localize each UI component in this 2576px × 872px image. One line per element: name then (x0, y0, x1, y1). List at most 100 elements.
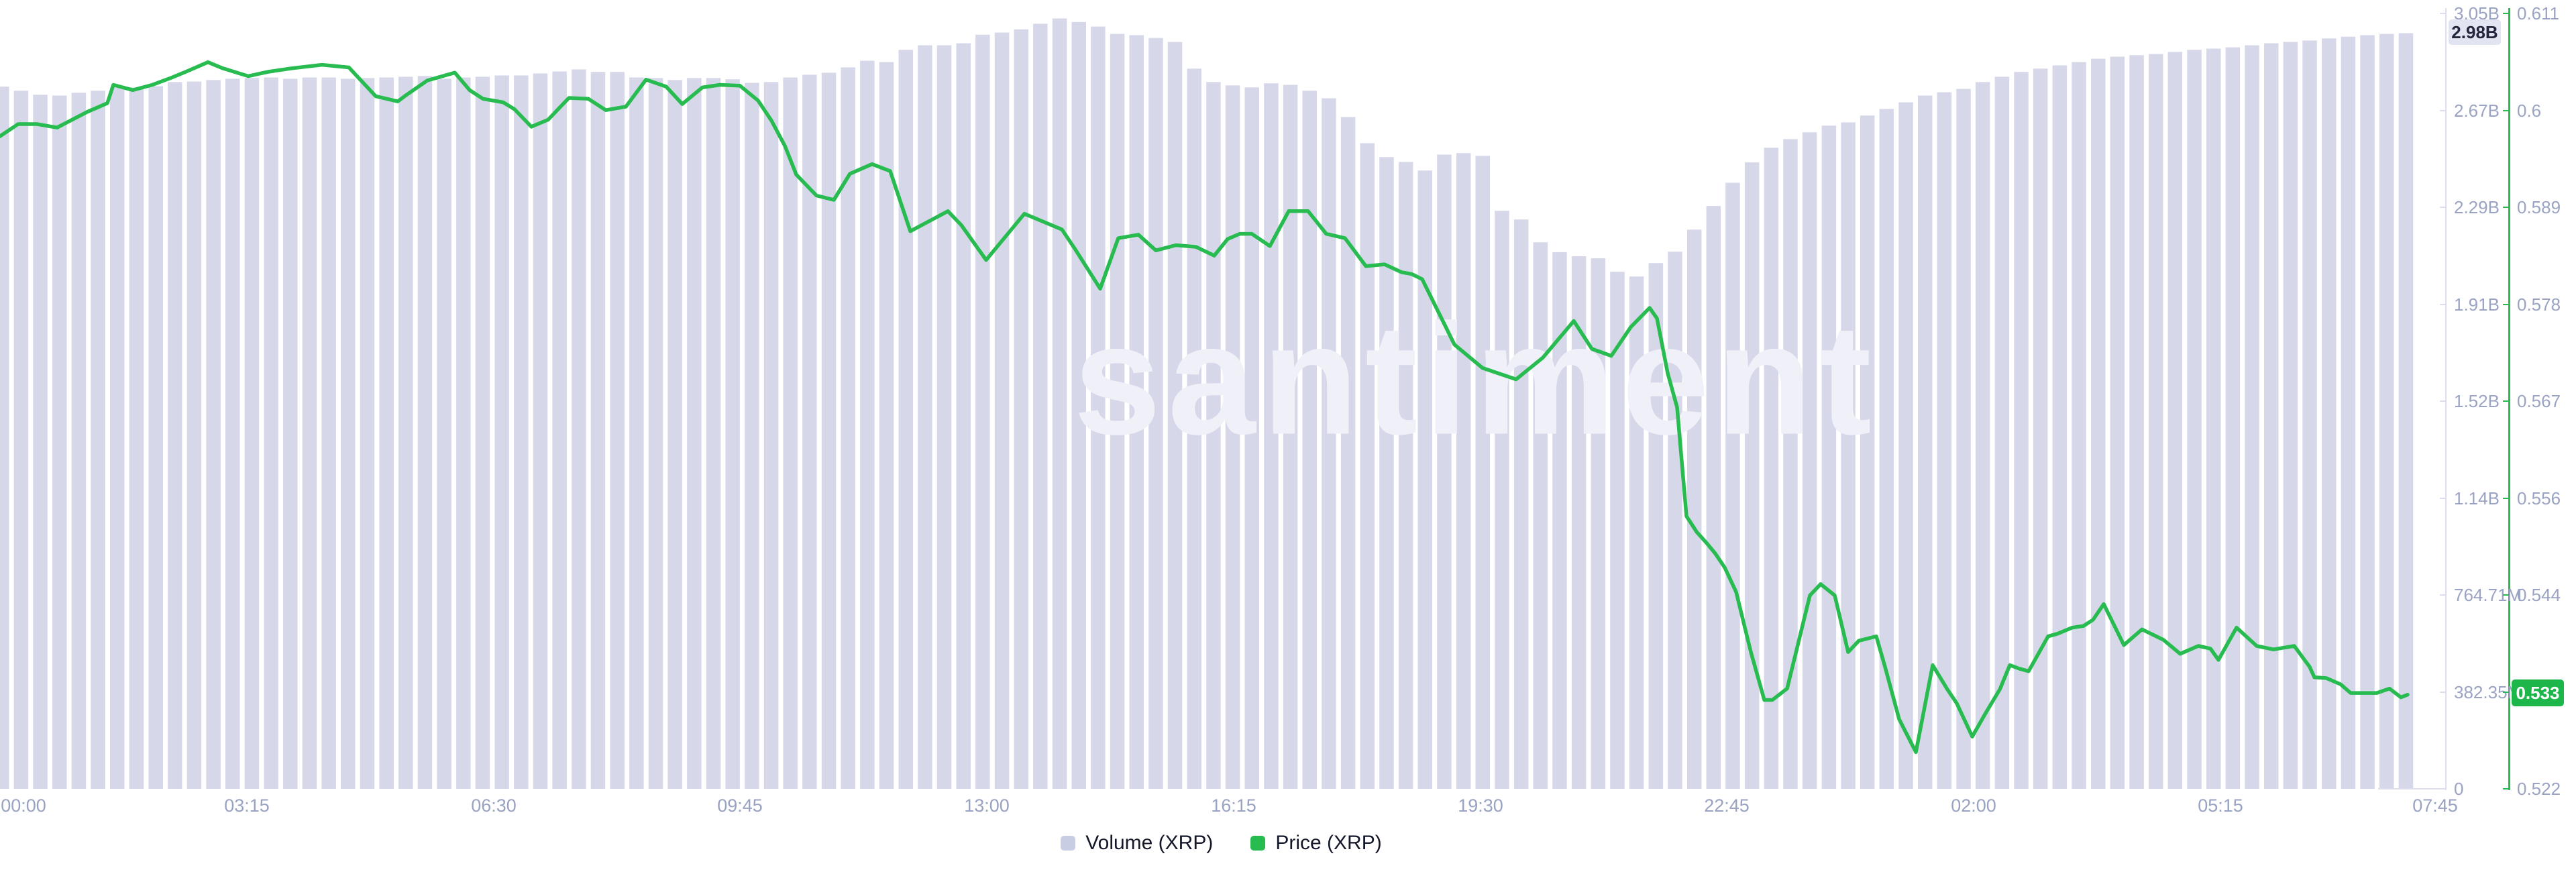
volume-bar[interactable] (821, 72, 837, 789)
volume-bar[interactable] (1129, 35, 1144, 789)
legend-item-price-xrp-[interactable]: Price (XRP) (1250, 832, 1382, 855)
volume-bar[interactable] (898, 50, 914, 789)
volume-bar[interactable] (879, 62, 894, 789)
volume-bar[interactable] (2014, 72, 2029, 789)
volume-bar[interactable] (2072, 62, 2086, 789)
volume-bar[interactable] (2091, 58, 2106, 789)
volume-bar[interactable] (572, 69, 586, 789)
legend-item-volume-xrp-[interactable]: Volume (XRP) (1061, 832, 1213, 855)
volume-bar[interactable] (1533, 242, 1548, 789)
volume-bar[interactable] (994, 32, 1010, 789)
volume-bar[interactable] (1206, 82, 1221, 789)
volume-bar[interactable] (1379, 157, 1394, 789)
volume-bar[interactable] (1879, 109, 1894, 789)
volume-bar[interactable] (2283, 42, 2298, 789)
volume-bar[interactable] (590, 72, 606, 789)
volume-bar[interactable] (13, 91, 29, 789)
volume-bar[interactable] (975, 34, 990, 789)
volume-bar[interactable] (2264, 43, 2279, 789)
volume-bar[interactable] (225, 78, 240, 789)
volume-bar[interactable] (2149, 54, 2163, 789)
volume-bar[interactable] (1591, 258, 1606, 789)
volume-bar[interactable] (1821, 125, 1837, 789)
volume-bar[interactable] (860, 60, 875, 789)
plot-area[interactable]: santiment (0, 0, 2443, 792)
volume-bar[interactable] (1225, 85, 1240, 789)
volume-bar[interactable] (1841, 122, 1856, 789)
volume-bar[interactable] (1629, 276, 1644, 789)
volume-bar[interactable] (1610, 272, 1625, 789)
volume-bar[interactable] (186, 81, 202, 789)
volume-bar[interactable] (2167, 52, 2183, 789)
volume-bar[interactable] (1937, 92, 1952, 789)
volume-bar[interactable] (1994, 76, 2010, 789)
volume-bar[interactable] (1725, 182, 1740, 789)
volume-bar[interactable] (610, 72, 625, 789)
volume-bar[interactable] (456, 77, 471, 789)
volume-bar[interactable] (148, 86, 163, 789)
volume-bar[interactable] (283, 78, 298, 789)
volume-bar[interactable] (33, 95, 48, 789)
volume-bar[interactable] (2360, 35, 2375, 789)
volume-bar[interactable] (2206, 48, 2221, 789)
volume-bar[interactable] (1744, 162, 1760, 789)
volume-bar[interactable] (1648, 263, 1664, 789)
volume-bar[interactable] (725, 79, 740, 789)
volume-bar[interactable] (1110, 34, 1125, 789)
volume-bar[interactable] (745, 83, 759, 789)
volume-bar[interactable] (129, 87, 144, 789)
volume-bar[interactable] (533, 73, 548, 789)
volume-bar[interactable] (52, 95, 67, 789)
volume-bar[interactable] (494, 75, 509, 789)
volume-bar[interactable] (841, 67, 855, 789)
volume-bar[interactable] (379, 77, 394, 789)
volume-bar[interactable] (1167, 42, 1183, 789)
volume-bar[interactable] (2129, 55, 2144, 789)
volume-bar[interactable] (1917, 95, 1933, 789)
volume-bar[interactable] (360, 78, 375, 789)
volume-bar[interactable] (2379, 34, 2394, 789)
volume-bar[interactable] (0, 87, 9, 789)
volume-bar[interactable] (2341, 36, 2356, 789)
volume-bar[interactable] (783, 77, 798, 789)
volume-bar[interactable] (1552, 252, 1567, 789)
volume-bar[interactable] (1340, 117, 1356, 789)
volume-bar[interactable] (1283, 85, 1298, 789)
volume-bar[interactable] (1264, 83, 1279, 789)
volume-bar[interactable] (1244, 87, 1260, 789)
volume-bar[interactable] (1033, 23, 1048, 789)
volume-bar[interactable] (110, 87, 125, 789)
volume-bar[interactable] (629, 77, 644, 789)
volume-bar[interactable] (91, 91, 105, 789)
volume-bar[interactable] (1860, 115, 1875, 789)
volume-bar[interactable] (341, 78, 356, 789)
volume-bar[interactable] (1052, 18, 1067, 789)
volume-bar[interactable] (1686, 229, 1702, 789)
volume-bar[interactable] (936, 45, 952, 789)
volume-bar[interactable] (1495, 211, 1509, 789)
volume-bar[interactable] (706, 78, 721, 789)
volume-bar[interactable] (1071, 21, 1087, 789)
volume-bar[interactable] (1014, 29, 1029, 789)
volume-bar[interactable] (648, 78, 663, 789)
volume-bar[interactable] (1783, 139, 1798, 789)
volume-bar[interactable] (2245, 45, 2259, 789)
volume-bar[interactable] (1898, 102, 1913, 789)
volume-bar[interactable] (667, 80, 682, 789)
volume-bar[interactable] (1975, 82, 1990, 789)
volume-bar[interactable] (1360, 143, 1375, 789)
volume-bar[interactable] (1322, 98, 1336, 789)
volume-bar[interactable] (1302, 91, 1318, 789)
volume-bar[interactable] (918, 45, 932, 789)
volume-bar[interactable] (321, 77, 336, 789)
volume-bar[interactable] (71, 93, 87, 789)
volume-bar[interactable] (1571, 256, 1587, 789)
volume-bar[interactable] (514, 75, 529, 789)
volume-bar[interactable] (802, 74, 817, 789)
volume-bar[interactable] (2052, 65, 2068, 789)
volume-bar[interactable] (1398, 162, 1413, 789)
volume-bar[interactable] (1513, 219, 1529, 789)
volume-bar[interactable] (1091, 26, 1106, 789)
volume-bar[interactable] (417, 76, 433, 789)
volume-bar[interactable] (1437, 154, 1452, 789)
